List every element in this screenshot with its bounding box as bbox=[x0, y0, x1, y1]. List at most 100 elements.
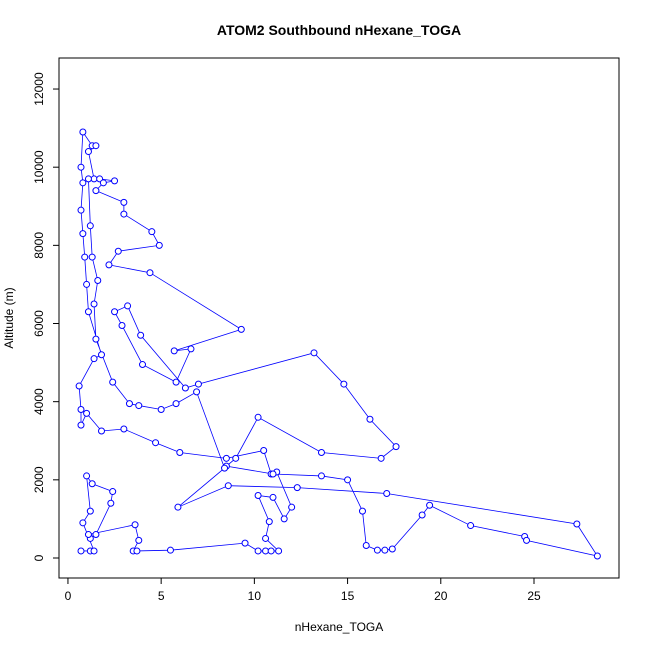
data-point bbox=[172, 400, 180, 408]
data-point bbox=[109, 488, 117, 496]
data-point bbox=[523, 536, 531, 544]
data-point bbox=[275, 547, 283, 555]
data-point bbox=[90, 355, 98, 363]
data-point bbox=[79, 179, 87, 187]
data-point bbox=[260, 447, 268, 455]
data-point bbox=[90, 300, 98, 308]
data-point bbox=[139, 361, 147, 369]
y-tick-label: 4000 bbox=[32, 388, 46, 415]
data-point bbox=[193, 388, 201, 396]
data-point bbox=[265, 518, 273, 526]
x-tick-label: 5 bbox=[158, 589, 165, 603]
data-point bbox=[146, 269, 154, 277]
data-point bbox=[111, 177, 119, 185]
data-point bbox=[344, 476, 352, 484]
data-point bbox=[107, 499, 115, 507]
data-point bbox=[280, 515, 288, 523]
data-point bbox=[109, 378, 117, 386]
data-point bbox=[366, 415, 374, 423]
data-point bbox=[288, 503, 296, 511]
data-point bbox=[381, 546, 389, 554]
data-point bbox=[83, 472, 91, 480]
data-point bbox=[120, 198, 128, 206]
data-point bbox=[392, 443, 400, 451]
data-point bbox=[241, 539, 249, 547]
data-point bbox=[83, 280, 91, 288]
data-point bbox=[174, 503, 182, 511]
chart-title: ATOM2 Southbound nHexane_TOGA bbox=[217, 22, 461, 38]
data-point bbox=[105, 261, 113, 269]
x-tick-label: 0 bbox=[65, 589, 72, 603]
data-point bbox=[373, 546, 381, 554]
data-point bbox=[84, 531, 92, 539]
data-point bbox=[118, 321, 126, 329]
data-point bbox=[293, 484, 301, 492]
data-point bbox=[137, 331, 145, 339]
data-point bbox=[176, 448, 184, 456]
data-point bbox=[98, 351, 106, 359]
data-point bbox=[79, 128, 87, 136]
data-point bbox=[77, 405, 85, 413]
data-point bbox=[152, 439, 160, 447]
data-point bbox=[77, 547, 85, 555]
data-point bbox=[254, 491, 262, 499]
data-point bbox=[172, 378, 180, 386]
data-point bbox=[224, 482, 232, 490]
data-point bbox=[254, 547, 262, 555]
data-point bbox=[75, 382, 83, 390]
data-point bbox=[125, 400, 133, 408]
data-point bbox=[317, 472, 325, 480]
data-point bbox=[222, 454, 230, 462]
data-point bbox=[135, 402, 143, 410]
data-point bbox=[310, 349, 318, 357]
data-point bbox=[254, 413, 262, 421]
data-point bbox=[194, 380, 202, 388]
data-point bbox=[84, 308, 92, 316]
data-point bbox=[269, 493, 277, 501]
y-tick-label: 8000 bbox=[32, 232, 46, 259]
x-tick-label: 20 bbox=[434, 589, 448, 603]
data-point bbox=[358, 507, 366, 515]
y-tick-label: 12000 bbox=[32, 72, 46, 106]
data-point bbox=[88, 253, 96, 261]
data-point bbox=[269, 470, 277, 478]
data-point bbox=[157, 405, 165, 413]
data-point bbox=[92, 531, 100, 539]
data-point bbox=[573, 520, 581, 528]
data-point bbox=[79, 230, 87, 238]
data-point bbox=[98, 427, 106, 435]
x-tick-label: 10 bbox=[248, 589, 262, 603]
data-point bbox=[467, 522, 475, 530]
x-tick-label: 15 bbox=[341, 589, 355, 603]
data-point bbox=[84, 175, 92, 183]
data-point bbox=[383, 490, 391, 498]
data-point bbox=[99, 179, 107, 187]
y-tick-label: 10000 bbox=[32, 150, 46, 184]
data-point bbox=[92, 187, 100, 195]
data-point bbox=[262, 534, 270, 542]
data-point bbox=[221, 464, 229, 472]
data-point bbox=[362, 541, 370, 549]
data-point bbox=[155, 241, 163, 249]
data-point bbox=[120, 425, 128, 433]
data-point bbox=[79, 519, 87, 527]
y-tick-label: 2000 bbox=[32, 466, 46, 493]
data-point bbox=[77, 163, 85, 171]
data-point bbox=[92, 335, 100, 343]
data-point bbox=[418, 511, 426, 519]
data-point bbox=[114, 247, 122, 255]
data-point bbox=[135, 536, 143, 544]
data-point bbox=[111, 308, 119, 316]
data-point bbox=[90, 547, 98, 555]
data-point bbox=[377, 454, 385, 462]
data-point bbox=[77, 206, 85, 214]
data-point bbox=[181, 384, 189, 392]
data-point bbox=[86, 222, 94, 230]
data-point bbox=[317, 448, 325, 456]
x-tick-label: 25 bbox=[527, 589, 541, 603]
y-tick-label: 6000 bbox=[32, 310, 46, 337]
data-point bbox=[84, 148, 92, 156]
y-tick-label: 0 bbox=[32, 554, 46, 561]
